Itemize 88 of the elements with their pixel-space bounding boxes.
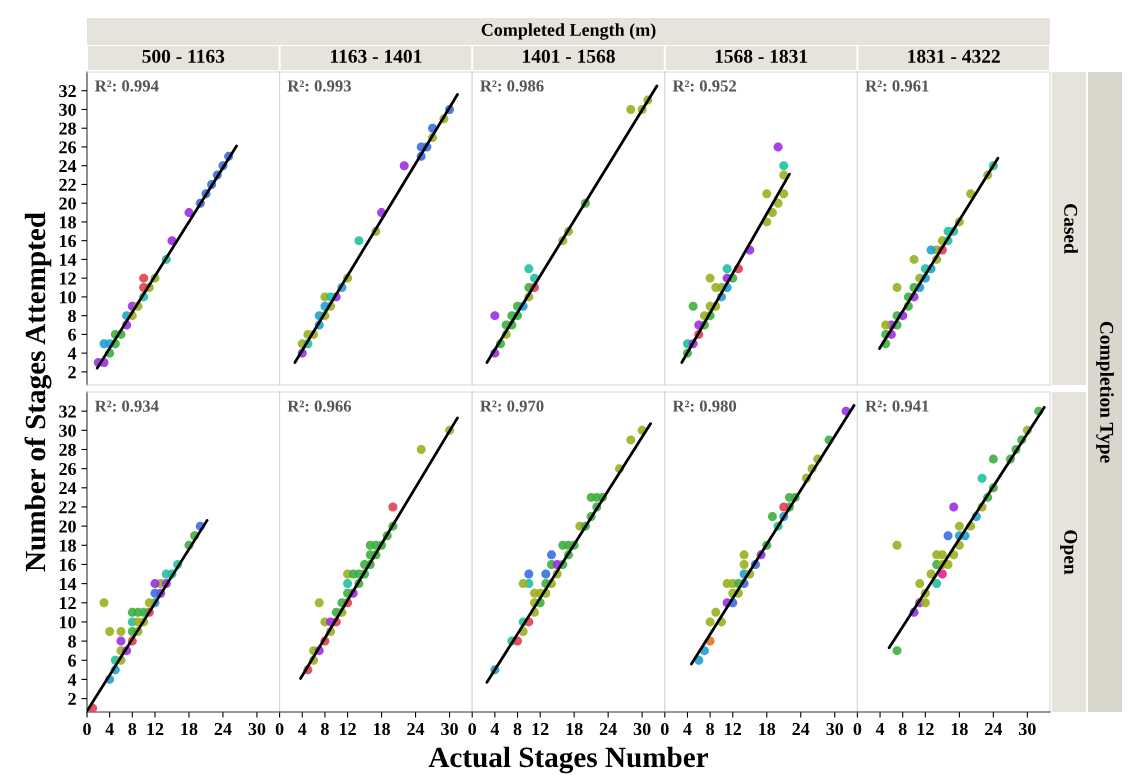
y-tick-label: 20 bbox=[59, 520, 76, 533]
y-tick-label: 2 bbox=[68, 366, 76, 379]
annotation: R²: 0.934 bbox=[94, 400, 159, 412]
y-tick-label: 24 bbox=[59, 482, 77, 495]
y-tick-label: 8 bbox=[68, 309, 76, 323]
y-tick-label: 32 bbox=[59, 85, 76, 98]
annotation: R²: 0.986 bbox=[480, 80, 544, 92]
chart-title: 1401 - 1568 bbox=[523, 49, 615, 63]
y-tick-label: 2 bbox=[68, 692, 76, 705]
y-tick-label: 10 bbox=[59, 291, 76, 304]
text: Completion Type bbox=[1096, 321, 1114, 463]
x-tick-label: 12 bbox=[532, 722, 549, 735]
y-tick-label: 18 bbox=[59, 539, 76, 552]
x-tick-label: 18 bbox=[759, 722, 776, 736]
annotation: R²: 0.961 bbox=[865, 80, 929, 92]
annotation: R²: 0.994 bbox=[94, 80, 159, 92]
y-tick-label: 6 bbox=[68, 654, 77, 667]
annotation: R²: 0.993 bbox=[287, 80, 351, 92]
x-tick-label: 18 bbox=[373, 722, 390, 736]
x-tick-label: 30 bbox=[826, 722, 844, 736]
y-tick-label: 30 bbox=[59, 103, 76, 116]
chart-title: 500 - 1163 bbox=[142, 49, 225, 63]
x-tick-label: 8 bbox=[513, 722, 522, 736]
x-tick-label: 12 bbox=[147, 722, 164, 735]
x-tick-label: 8 bbox=[321, 722, 329, 736]
y-tick-label: 4 bbox=[67, 673, 77, 686]
x-tick-label: 0 bbox=[853, 722, 862, 736]
y-tick-label: 22 bbox=[59, 501, 76, 514]
x-tick-label: 30 bbox=[441, 722, 458, 736]
annotation: R²: 0.980 bbox=[672, 400, 737, 412]
x-tick-label: 18 bbox=[566, 722, 583, 736]
y-tick-label: 10 bbox=[59, 616, 76, 629]
x-tick-label: 0 bbox=[275, 722, 284, 736]
x-tick-label: 24 bbox=[599, 722, 617, 735]
annotation: R²: 0.966 bbox=[287, 400, 352, 412]
x-tick-label: 30 bbox=[248, 722, 266, 736]
y-tick-label: 8 bbox=[68, 635, 76, 648]
y2-axis-title: Cased bbox=[1064, 204, 1078, 254]
y-axis-title: Number of Stages Attempted bbox=[24, 212, 52, 572]
x-tick-label: 4 bbox=[297, 723, 307, 735]
x-tick-label: 12 bbox=[725, 722, 742, 735]
chart-title: 1163 - 1401 bbox=[331, 49, 422, 63]
y-tick-label: 18 bbox=[59, 216, 76, 229]
annotation: R²: 0.970 bbox=[480, 400, 544, 412]
x-tick-label: 8 bbox=[706, 722, 715, 736]
y-tick-label: 14 bbox=[59, 253, 77, 266]
y-tick-label: 32 bbox=[59, 405, 76, 418]
x-tick-label: 12 bbox=[917, 722, 934, 735]
y-tick-label: 16 bbox=[59, 558, 77, 571]
x-tick-label: 0 bbox=[468, 722, 477, 736]
x-tick-label: 24 bbox=[792, 722, 810, 735]
y-tick-label: 16 bbox=[59, 234, 77, 248]
x-tick-label: 18 bbox=[181, 722, 198, 736]
x-axis-title: Actual Stages Number bbox=[428, 746, 709, 774]
y-tick-label: 20 bbox=[59, 197, 76, 210]
x-tick-label: 30 bbox=[1018, 722, 1036, 736]
annotation: R²: 0.941 bbox=[865, 400, 929, 412]
x-tick-label: 8 bbox=[128, 722, 137, 736]
y-tick-label: 22 bbox=[59, 178, 76, 191]
y-tick-label: 28 bbox=[59, 443, 76, 456]
x-tick-label: 8 bbox=[898, 722, 907, 736]
y-tick-label: 14 bbox=[59, 577, 77, 590]
y-tick-label: 26 bbox=[59, 141, 77, 154]
x-tick-label: 12 bbox=[340, 722, 356, 735]
y-tick-label: 26 bbox=[59, 462, 77, 476]
y-tick-label: 28 bbox=[59, 122, 76, 135]
y-tick-label: 4 bbox=[67, 347, 77, 360]
x-tick-label: 0 bbox=[83, 722, 91, 736]
x-tick-label: 24 bbox=[214, 722, 232, 735]
x-tick-label: 4 bbox=[105, 723, 114, 735]
y-tick-label: 30 bbox=[59, 424, 76, 437]
x-tick-label: 4 bbox=[683, 723, 692, 735]
x-tick-label: 0 bbox=[660, 722, 669, 736]
y-tick-label: 6 bbox=[68, 328, 77, 341]
x-tick-label: 30 bbox=[633, 722, 651, 736]
x-tick-label: 24 bbox=[985, 722, 1003, 735]
x-tick-label: 4 bbox=[490, 723, 500, 735]
y-tick-label: 24 bbox=[59, 160, 77, 172]
x-tick-label: 4 bbox=[875, 723, 885, 735]
y-tick-label: 12 bbox=[59, 272, 76, 285]
x-tick-label: 24 bbox=[407, 722, 425, 735]
x-tick-label: 18 bbox=[951, 722, 968, 736]
y2-axis-title: Open bbox=[1060, 530, 1078, 575]
chart-title: 1568 - 1831 bbox=[715, 49, 808, 63]
chart-title: 1831 - 4322 bbox=[908, 49, 1000, 63]
text: Completed Length (m) bbox=[481, 23, 656, 40]
y-tick-label: 12 bbox=[59, 597, 76, 610]
annotation: R²: 0.952 bbox=[672, 80, 737, 92]
